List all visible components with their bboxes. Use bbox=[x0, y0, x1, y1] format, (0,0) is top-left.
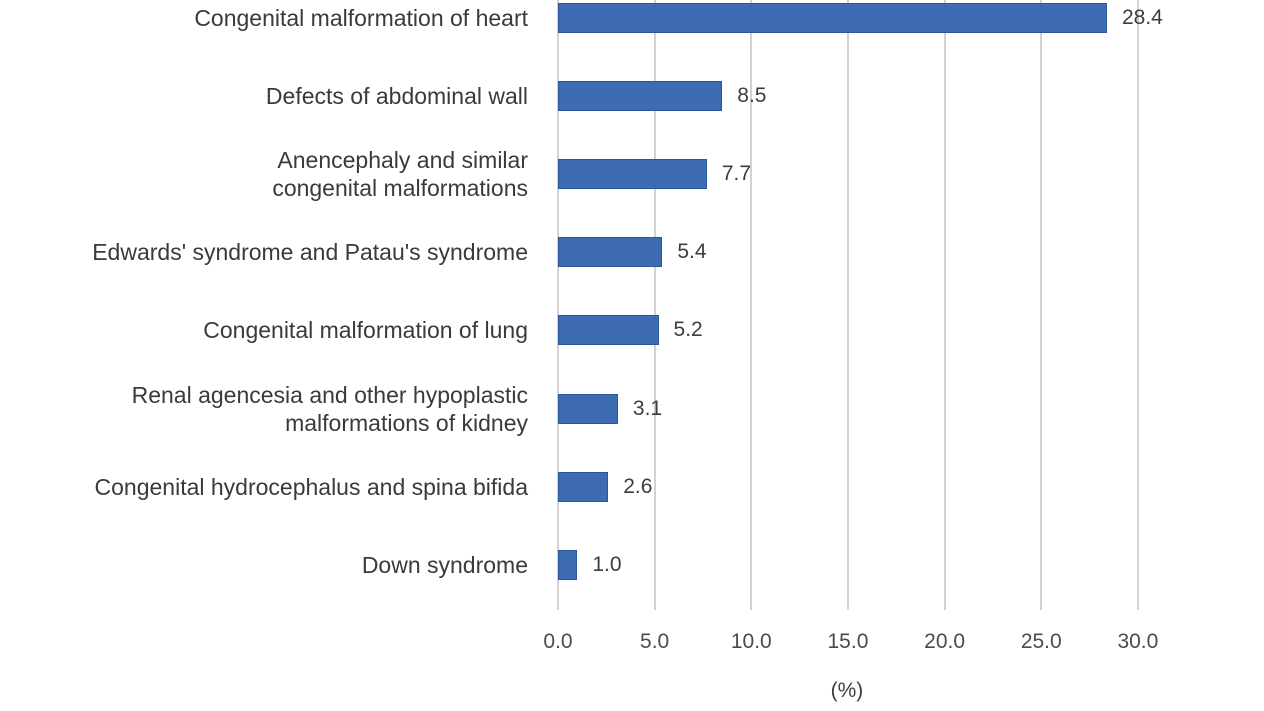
category-label: Down syndrome bbox=[0, 550, 528, 580]
value-label: 5.4 bbox=[677, 240, 707, 264]
x-tick-label: 0.0 bbox=[543, 630, 573, 653]
axis-tick bbox=[557, 602, 559, 610]
category-label-text: Defects of abdominal wall bbox=[265, 82, 528, 109]
category-label-text: Down syndrome bbox=[361, 551, 528, 578]
bar bbox=[558, 158, 707, 189]
category-label: Congenital malformation of heart bbox=[0, 3, 528, 33]
x-axis-title: (%) bbox=[830, 679, 864, 702]
bar bbox=[558, 393, 618, 424]
value-label: 5.2 bbox=[673, 318, 703, 342]
category-label-text: Congenital malformation of lung bbox=[203, 317, 528, 344]
bar bbox=[558, 237, 663, 268]
gridline bbox=[846, 0, 849, 602]
category-label-text: Congenital malformation of heart bbox=[194, 4, 528, 31]
axis-tick bbox=[750, 602, 753, 610]
category-label-text: Congenital hydrocephalus and spina bifid… bbox=[94, 473, 528, 500]
gridline bbox=[1136, 0, 1139, 602]
axis-tick bbox=[1040, 602, 1043, 610]
value-label: 28.4 bbox=[1121, 5, 1163, 29]
x-tick-label: 5.0 bbox=[640, 630, 670, 653]
bar bbox=[558, 80, 723, 111]
value-label: 2.6 bbox=[623, 474, 653, 498]
category-label: Renal agencesia and other hypoplastic ma… bbox=[0, 382, 528, 436]
value-label: 8.5 bbox=[737, 83, 767, 107]
category-label: Defects of abdominal wall bbox=[0, 81, 528, 111]
x-tick-label: 15.0 bbox=[827, 630, 869, 653]
category-label: Congenital hydrocephalus and spina bifid… bbox=[0, 472, 528, 502]
category-label: Anencephaly and similar congenital malfo… bbox=[0, 147, 528, 201]
value-label: 3.1 bbox=[632, 396, 663, 420]
bar bbox=[558, 315, 659, 346]
category-label: Edwards' syndrome and Patau's syndrome bbox=[0, 237, 528, 267]
gridline bbox=[1040, 0, 1043, 602]
bar bbox=[558, 471, 609, 502]
category-label-text: Renal agencesia and other hypoplastic ma… bbox=[131, 381, 528, 436]
gridline bbox=[943, 0, 946, 602]
bar bbox=[558, 549, 578, 580]
value-label: 7.7 bbox=[721, 161, 752, 185]
category-label-text: Anencephaly and similar congenital malfo… bbox=[272, 146, 528, 201]
category-label-text: Edwards' syndrome and Patau's syndrome bbox=[92, 239, 528, 266]
axis-tick bbox=[653, 602, 656, 610]
axis-tick bbox=[1136, 602, 1139, 610]
bar bbox=[558, 2, 1107, 33]
x-tick-label: 10.0 bbox=[730, 630, 772, 653]
x-tick-label: 20.0 bbox=[924, 630, 966, 653]
value-label: 1.0 bbox=[592, 552, 622, 576]
category-label: Congenital malformation of lung bbox=[0, 315, 528, 345]
x-tick-label: 30.0 bbox=[1117, 630, 1159, 653]
x-tick-label: 25.0 bbox=[1020, 630, 1062, 653]
axis-tick bbox=[943, 602, 946, 610]
axis-tick bbox=[846, 602, 849, 610]
